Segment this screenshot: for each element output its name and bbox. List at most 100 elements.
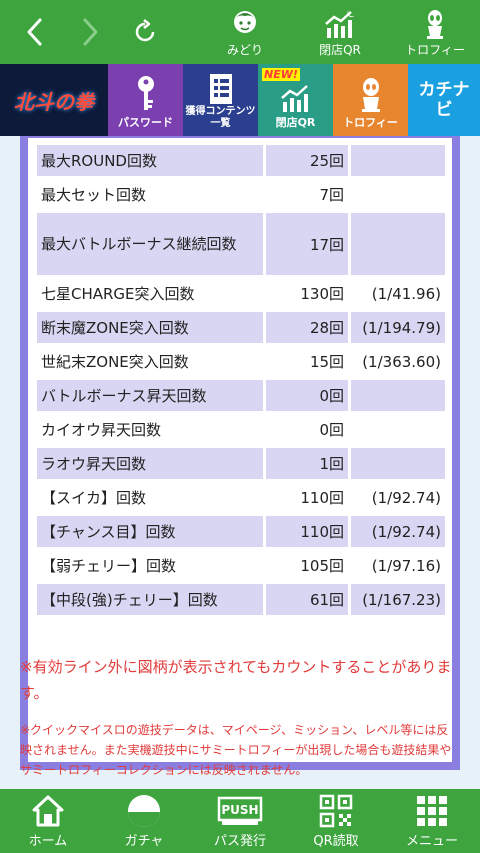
stats-name: カイオウ昇天回数	[37, 414, 264, 445]
stats-name: 【チャンス目】回数	[37, 516, 264, 547]
stats-rate: (1/194.79)	[348, 312, 445, 343]
banner-contents-list[interactable]: 獲得コンテンツ一覧	[183, 64, 258, 136]
stats-row: 【中段(強)チェリー】回数 61回 (1/167.23)	[37, 584, 445, 615]
stats-count: 110回	[263, 516, 349, 547]
stats-count: 1回	[263, 448, 349, 479]
banner-trophy-label: トロフィー	[343, 116, 398, 129]
nav-midori-label: みどり	[226, 43, 263, 57]
footer-menu[interactable]: メニュー	[384, 789, 480, 853]
bottom-bar: ホーム ガチャ PUSH パス発行 QR読取 メニュー	[0, 789, 480, 853]
stats-rate: (1/363.60)	[348, 346, 445, 377]
stats-rate	[348, 414, 445, 445]
footer-qr[interactable]: QR読取	[288, 789, 384, 853]
stats-count: 130回	[263, 278, 349, 309]
footer-home[interactable]: ホーム	[0, 789, 96, 853]
stats-row: 最大バトルボーナス継続回数 17回	[37, 213, 445, 275]
stats-row: 【弱チェリー】回数 105回 (1/97.16)	[37, 550, 445, 581]
stats-name: ラオウ昇天回数	[37, 448, 264, 479]
stats-name: 断末魔ZONE突入回数	[37, 312, 264, 343]
qr-icon	[312, 792, 360, 830]
reload-icon	[135, 19, 155, 42]
stats-rate: (1/92.74)	[348, 516, 445, 547]
stats-rate: (1/167.23)	[348, 584, 445, 615]
banner-hokuto-logo[interactable]: 北斗の拳	[0, 64, 108, 136]
stats-name: 【中段(強)チェリー】回数	[37, 584, 264, 615]
stats-count: 25回	[263, 145, 349, 176]
stats-count: 105回	[263, 550, 349, 581]
stats-name: 【弱チェリー】回数	[37, 550, 264, 581]
nav-trophy[interactable]: トロフィー	[390, 0, 480, 64]
trophy-alien-icon	[361, 78, 380, 112]
banner-trophy[interactable]: トロフィー	[333, 64, 408, 136]
banner-password[interactable]: パスワード	[108, 64, 183, 136]
trophy-alien-icon	[418, 7, 452, 41]
footer-home-label: ホーム	[28, 834, 68, 849]
footer-pass-label: パス発行	[213, 834, 266, 849]
stats-name: 最大バトルボーナス継続回数	[37, 213, 264, 275]
nav-midori[interactable]: みどり	[200, 0, 290, 64]
stats-rate	[348, 145, 445, 176]
gacha-icon	[120, 792, 168, 830]
banner-contents-list-label: 獲得コンテンツ一覧	[185, 106, 256, 129]
top-bar: みどり 閉店QR トロフィー	[0, 0, 480, 64]
banner-password-label: パスワード	[118, 116, 173, 129]
stats-count: 28回	[263, 312, 349, 343]
stats-rate	[348, 213, 445, 275]
stats-count: 0回	[263, 414, 349, 445]
stats-row: 【チャンス目】回数 110回 (1/92.74)	[37, 516, 445, 547]
stats-row: 【スイカ】回数 110回 (1/92.74)	[37, 482, 445, 513]
stats-count: 110回	[263, 482, 349, 513]
nav-closing-qr[interactable]: 閉店QR	[290, 0, 390, 64]
stats-count: 7回	[263, 179, 349, 210]
chart-moon-icon	[280, 85, 308, 112]
hokuto-logo: 北斗の拳	[14, 89, 94, 114]
svg-text:PUSH: PUSH	[221, 803, 258, 817]
menu-icon	[408, 792, 456, 830]
banner-closing-qr[interactable]: NEW! 閉店QR	[258, 64, 333, 136]
stats-row: バトルボーナス昇天回数 0回	[37, 380, 445, 411]
document-list-icon	[209, 74, 232, 104]
new-badge: NEW!	[262, 68, 300, 81]
push-icon: PUSH	[216, 792, 264, 830]
footer-menu-label: メニュー	[405, 834, 458, 849]
banner-row: 北斗の拳 パスワード 獲得コンテンツ一覧 NEW! 閉店QR トロフィー カチナ…	[0, 64, 480, 136]
count-note: ※有効ライン外に図柄が表示されてもカウントすることがあります。	[20, 658, 452, 702]
stats-count: 61回	[263, 584, 349, 615]
stats-row: ラオウ昇天回数 1回	[37, 448, 445, 479]
stats-row: 最大セット回数 7回	[37, 179, 445, 210]
stats-count: 17回	[263, 213, 349, 275]
stats-rate	[348, 448, 445, 479]
kachinavi-logo: カチナビ	[418, 80, 470, 120]
banner-closing-qr-label: 閉店QR	[275, 116, 316, 129]
quick-myslo-note: ※クイックマイスロの遊技データは、マイページ、ミッション、レベル等には反映されま…	[20, 723, 452, 777]
stats-table: 最大ROUND回数 25回 最大セット回数 7回 最大バトルボーナス継続回数 17回 七星C…	[37, 142, 445, 618]
stats-row: 最大ROUND回数 25回	[37, 145, 445, 176]
footer-gacha[interactable]: ガチャ	[96, 789, 192, 853]
banner-kachinavi[interactable]: カチナビ	[408, 64, 480, 136]
character-icon	[228, 7, 262, 41]
footer-pass[interactable]: PUSH パス発行	[192, 789, 288, 853]
stats-rate: (1/92.74)	[348, 482, 445, 513]
nav-trophy-label: トロフィー	[405, 43, 465, 57]
forward-button[interactable]	[70, 0, 110, 64]
nav-closing-qr-label: 閉店QR	[319, 43, 361, 57]
back-button[interactable]	[0, 0, 70, 64]
content-area: 最大ROUND回数 25回 最大セット回数 7回 最大バトルボーナス継続回数 17回 七星C…	[0, 136, 480, 789]
chevron-left-icon	[27, 18, 42, 46]
reload-button[interactable]	[110, 0, 180, 64]
stats-rate: (1/41.96)	[348, 278, 445, 309]
stats-row: 世紀末ZONE突入回数 15回 (1/363.60)	[37, 346, 445, 377]
chart-moon-icon	[323, 7, 357, 41]
chevron-right-icon	[83, 18, 98, 46]
home-icon	[24, 792, 72, 830]
key-icon	[137, 76, 154, 110]
stats-name: 最大ROUND回数	[37, 145, 264, 176]
stats-count: 0回	[263, 380, 349, 411]
stats-rate	[348, 380, 445, 411]
stats-row: 七星CHARGE突入回数 130回 (1/41.96)	[37, 278, 445, 309]
stats-name: 【スイカ】回数	[37, 482, 264, 513]
stats-name: 七星CHARGE突入回数	[37, 278, 264, 309]
stats-name: 最大セット回数	[37, 179, 264, 210]
stats-name: バトルボーナス昇天回数	[37, 380, 264, 411]
stats-rate: (1/97.16)	[348, 550, 445, 581]
